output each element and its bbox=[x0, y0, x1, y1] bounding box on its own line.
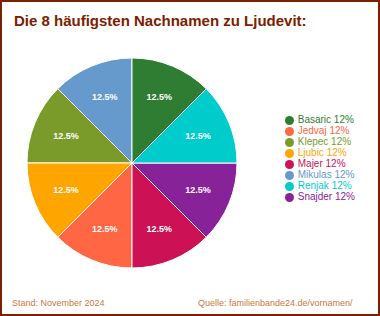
html-text:Ljubic 12%: Ljubic 12% bbox=[297, 147, 347, 158]
svg-text:12.5%: 12.5% bbox=[92, 92, 118, 102]
svg-text:12.5%: 12.5% bbox=[185, 185, 211, 195]
svg-text:12.5%: 12.5% bbox=[147, 92, 173, 102]
html-text:Snajder 12%: Snajder 12% bbox=[297, 191, 355, 202]
html-text:Renjak 12%: Renjak 12% bbox=[297, 180, 352, 191]
html-text:Jedvaj 12%: Jedvaj 12% bbox=[297, 125, 350, 136]
html-text:Basaric 12%: Basaric 12% bbox=[297, 114, 354, 125]
svg-text:12.5%: 12.5% bbox=[53, 185, 79, 195]
html-text:Majer 12%: Majer 12% bbox=[297, 158, 346, 169]
html-text:Stand: November 2024: Stand: November 2024 bbox=[12, 298, 105, 308]
svg-text:12.5%: 12.5% bbox=[53, 131, 79, 141]
html-text:Quelle: familienbande24.de/vor: Quelle: familienbande24.de/vornamen/ bbox=[198, 298, 353, 308]
svg-text:12.5%: 12.5% bbox=[147, 224, 173, 234]
html-text:Klepec 12%: Klepec 12% bbox=[297, 136, 352, 147]
html-text:Die 8 häufigsten Nachnamen zu: Die 8 häufigsten Nachnamen zu Ljudevit: bbox=[14, 12, 307, 29]
html-text:Mikulas 12%: Mikulas 12% bbox=[297, 169, 355, 180]
svg-text:12.5%: 12.5% bbox=[185, 131, 211, 141]
svg-text:12.5%: 12.5% bbox=[92, 224, 118, 234]
